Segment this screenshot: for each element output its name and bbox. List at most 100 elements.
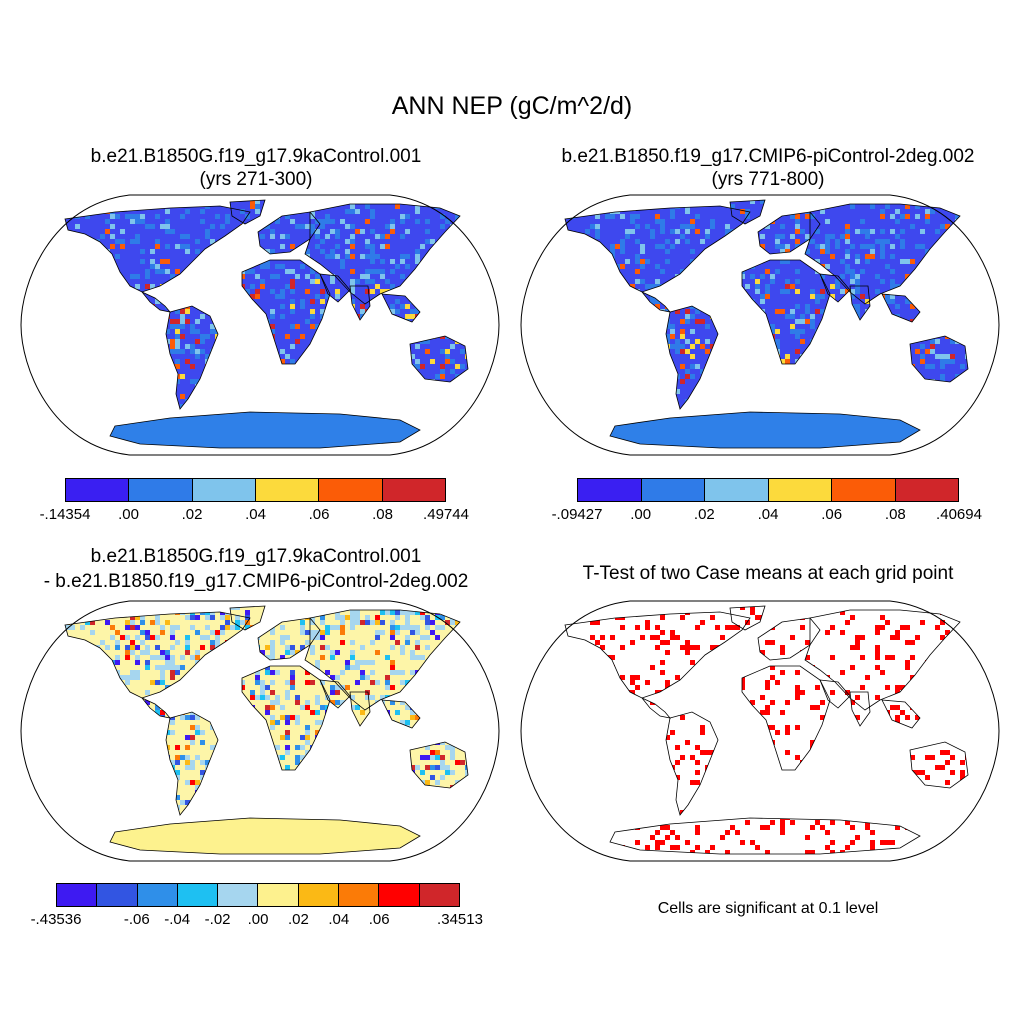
colorbar-box bbox=[641, 479, 705, 501]
coastline-india bbox=[349, 691, 371, 727]
colorbar-box bbox=[218, 884, 259, 906]
panel1-colorbar bbox=[65, 478, 446, 502]
coastline-africa bbox=[741, 259, 831, 365]
colorbar-tick-label: -.14354 bbox=[39, 506, 91, 523]
colorbar-tick-label: .00 bbox=[630, 506, 652, 523]
coastline-seasia bbox=[381, 293, 421, 323]
coastline-africa bbox=[741, 665, 831, 771]
coastline-antarctica bbox=[109, 817, 421, 855]
coastline-australia bbox=[909, 335, 969, 383]
colorbar-box bbox=[129, 479, 193, 501]
coastline-africa bbox=[241, 259, 331, 365]
coastline-asia bbox=[304, 203, 461, 305]
colorbar-box bbox=[768, 479, 832, 501]
coastline-antarctica bbox=[109, 411, 421, 449]
antarctica-region bbox=[610, 412, 920, 448]
panel3-difference-map bbox=[20, 600, 500, 862]
coastline-greenland bbox=[229, 605, 266, 631]
colorbar-tick-label: .08 bbox=[372, 506, 393, 523]
colorbar-box bbox=[137, 884, 178, 906]
coastline-namerica bbox=[64, 611, 251, 699]
panel4-title: T-Test of two Case means at each grid po… bbox=[582, 563, 954, 584]
coastline-greenland bbox=[729, 199, 766, 225]
panel2-title-case: b.e21.B1850.f19_g17.CMIP6-piControl-2deg… bbox=[561, 146, 975, 167]
colorbar-tick-label: .49744 bbox=[423, 506, 469, 523]
colorbar-box bbox=[57, 884, 98, 906]
colorbar-tick-label: -.06 bbox=[123, 911, 150, 928]
panel3-title-case-a: b.e21.B1850G.f19_g17.9kaControl.001 bbox=[90, 546, 422, 567]
coastline-greenland bbox=[229, 199, 266, 225]
coastline-india bbox=[849, 691, 871, 727]
colorbar-box bbox=[379, 884, 420, 906]
coastline-arabia bbox=[819, 273, 851, 303]
colorbar-tick-label: .40694 bbox=[936, 506, 982, 523]
coastline-arabia bbox=[319, 273, 351, 303]
colorbar-tick-label: .02 bbox=[693, 506, 715, 523]
colorbar-tick-label: .04 bbox=[245, 506, 266, 523]
colorbar-tick-label: .06 bbox=[308, 506, 330, 523]
coastline-australia bbox=[409, 335, 469, 383]
coastline-asia bbox=[804, 609, 961, 711]
colorbar-box bbox=[382, 479, 445, 501]
colorbar-tick-label: .34513 bbox=[437, 911, 483, 928]
coastline-namerica bbox=[564, 205, 751, 293]
coastline-india bbox=[849, 285, 871, 321]
colorbar-box bbox=[97, 884, 138, 906]
colorbar-tick-label: -.43536 bbox=[30, 911, 82, 928]
colorbar-tick-label: -.04 bbox=[164, 911, 191, 928]
coastline-samerica bbox=[165, 305, 219, 410]
colorbar-tick-label: .06 bbox=[821, 506, 843, 523]
coastline-australia bbox=[409, 741, 469, 789]
coastline-asia bbox=[304, 609, 461, 711]
coastline-seasia bbox=[881, 699, 921, 729]
coastline-india bbox=[349, 285, 371, 321]
colorbar-box bbox=[895, 479, 958, 501]
colorbar-tick-label: .04 bbox=[757, 506, 779, 523]
panel2-colorbar bbox=[577, 478, 959, 502]
colorbar-tick-label: .02 bbox=[181, 506, 203, 523]
colorbar-tick-label: .02 bbox=[287, 911, 309, 928]
coastline-arabia bbox=[819, 679, 851, 709]
coastline-seasia bbox=[881, 293, 921, 323]
coastline-seasia bbox=[381, 699, 421, 729]
colorbar-box bbox=[177, 884, 219, 906]
land-grid-cells bbox=[565, 606, 968, 854]
coastline-asia bbox=[804, 203, 961, 305]
colorbar-tick-label: .00 bbox=[118, 506, 139, 523]
panel1-title-years: (yrs 271-300) bbox=[199, 169, 313, 190]
globe-outline bbox=[520, 194, 1000, 456]
antarctica-region bbox=[110, 818, 420, 854]
panel2-title-years: (yrs 771-800) bbox=[711, 169, 825, 190]
globe-outline bbox=[20, 600, 500, 862]
coastline-arabia bbox=[319, 679, 351, 709]
coastline-greenland bbox=[729, 605, 766, 631]
colorbar-tick-label: -.09427 bbox=[551, 506, 603, 523]
colorbar-tick-label: .08 bbox=[884, 506, 906, 523]
panel4-ttest-map bbox=[520, 600, 1000, 862]
globe-outline bbox=[20, 194, 500, 456]
coastline-australia bbox=[909, 741, 969, 789]
colorbar-tick-label: .00 bbox=[247, 911, 269, 928]
panel2-map bbox=[520, 194, 1000, 456]
colorbar-box bbox=[66, 479, 130, 501]
panel3-colorbar bbox=[56, 883, 460, 907]
panel1-map bbox=[20, 194, 500, 456]
colorbar-box bbox=[319, 479, 383, 501]
colorbar-box bbox=[255, 479, 320, 501]
panel1-title-case: b.e21.B1850G.f19_g17.9kaControl.001 bbox=[90, 146, 422, 167]
coastline-antarctica bbox=[609, 817, 921, 855]
panel3-title-case-b: - b.e21.B1850.f19_g17.CMIP6-piControl-2d… bbox=[43, 571, 469, 592]
colorbar-tick-label: .04 bbox=[328, 911, 350, 928]
colorbar-tick-label: -.02 bbox=[204, 911, 231, 928]
coastline-namerica bbox=[64, 205, 251, 293]
colorbar-box bbox=[578, 479, 642, 501]
colorbar-tick-label: .06 bbox=[368, 911, 390, 928]
coastline-namerica bbox=[564, 611, 751, 699]
globe-outline bbox=[520, 600, 1000, 862]
coastline-samerica bbox=[665, 711, 719, 816]
coastline-samerica bbox=[165, 711, 219, 816]
coastline-africa bbox=[241, 665, 331, 771]
colorbar-box bbox=[832, 479, 896, 501]
colorbar-box bbox=[419, 884, 459, 906]
colorbar-box bbox=[339, 884, 380, 906]
